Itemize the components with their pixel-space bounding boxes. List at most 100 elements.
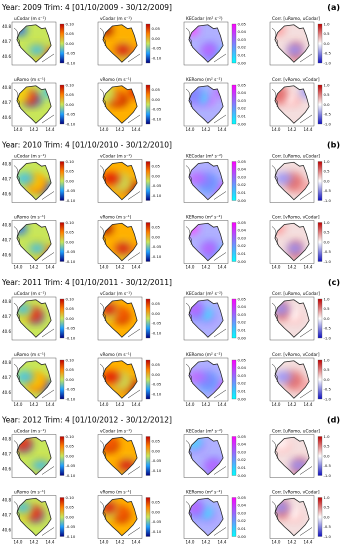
colorbar-tick-label: -1.0 xyxy=(324,259,332,264)
colorbar-tick-label: 0.5 xyxy=(324,92,331,97)
colorbar xyxy=(231,497,237,537)
colorbar-tick-label: -0.05 xyxy=(152,382,162,387)
panel: Corr. [uRomo, uCodar] 1.0 0.5 0.0 -0.5 -1.0 xyxy=(269,429,332,478)
land-coast xyxy=(99,165,141,200)
field-blob xyxy=(274,371,292,383)
land-coast xyxy=(13,226,55,261)
panel: KERomo (m² s⁻²) 0.05 0.04 0.03 0.02 0.01 0.00 1… xyxy=(183,352,247,407)
colorbar-tick-label: 0.05 xyxy=(152,439,161,444)
colorbar-tick-label: 0.10 xyxy=(66,82,75,87)
land-coast xyxy=(99,363,141,399)
panel-title: KERomo (m² s⁻²) xyxy=(186,490,222,496)
colorbar xyxy=(59,497,65,537)
y-tick-label: 40.7 xyxy=(2,375,11,380)
land-coast xyxy=(271,226,313,261)
panel: Corr. [uRomo, uCodar] 1.0 0.5 0.0 -0.5 -1.0 xyxy=(269,154,331,203)
coastline xyxy=(274,299,310,338)
land-coast xyxy=(185,501,227,536)
colorbar xyxy=(317,23,323,64)
land-coast xyxy=(13,440,55,475)
coastline xyxy=(102,24,138,63)
colorbar-tick-label: -0.05 xyxy=(66,51,76,56)
colorbar xyxy=(317,359,323,400)
panel: KERomo (m² s⁻²) 0.05 0.04 0.03 0.02 0.01 0.00 1… xyxy=(183,490,247,545)
x-tick-label: 14.4 xyxy=(132,540,141,545)
panel-title: KECodar (m² s⁻²) xyxy=(186,429,223,435)
colorbar-tick-label: 0.04 xyxy=(238,228,247,233)
colorbar-tick-label: 0.00 xyxy=(152,448,161,453)
colorbar-tick-label: -0.05 xyxy=(66,326,76,331)
colorbar-tick-label: -0.5 xyxy=(324,249,332,254)
colorbar-tick-label: -0.10 xyxy=(152,529,162,534)
x-tick-label: 14.4 xyxy=(218,265,227,270)
colorbar-tick-label: 0.00 xyxy=(238,60,247,65)
panel: vRomo (m s⁻¹) 0.05 0.00 -0.05 -0.10 14.0 14.2 1… xyxy=(97,77,162,132)
y-tick-label: 40.7 xyxy=(2,513,11,518)
panel-title: KECodar (m² s⁻²) xyxy=(186,154,223,160)
coastline xyxy=(274,161,310,201)
colorbar-tick-label: 0.04 xyxy=(238,304,247,309)
coastline xyxy=(274,24,310,63)
colorbar-tick-label: 0.10 xyxy=(66,159,75,164)
land-coast xyxy=(13,88,55,124)
colorbar xyxy=(59,436,65,476)
colorbar-tick-label: -0.10 xyxy=(152,55,162,60)
coastline xyxy=(16,360,52,399)
colorbar-tick-label: 0.5 xyxy=(324,367,331,372)
colorbar-tick-label: -0.05 xyxy=(66,387,76,392)
colorbar-tick-label: 0.05 xyxy=(238,495,247,500)
land-coast xyxy=(99,226,141,261)
colorbar-tick-label: 1.0 xyxy=(324,82,331,87)
colorbar-tick-label: 0.05 xyxy=(152,87,161,92)
colorbar-tick-label: 0.04 xyxy=(238,29,247,34)
colorbar xyxy=(145,497,151,537)
field-blob xyxy=(188,85,202,104)
colorbar xyxy=(145,84,151,125)
panel: uCodar (m s⁻¹) 0.10 0.05 0.00 -0.05 -0.10 40.8… xyxy=(2,16,76,65)
colorbar xyxy=(317,84,323,125)
colorbar-tick-label: 0.03 xyxy=(238,449,247,454)
x-tick-label: 14.4 xyxy=(46,265,55,270)
colorbar-tick-label: -0.5 xyxy=(324,387,332,392)
colorbar-tick-label: -1.0 xyxy=(324,396,332,401)
colorbar-tick-label: 0.00 xyxy=(152,372,161,377)
colorbar-tick-label: -0.10 xyxy=(66,396,76,401)
colorbar xyxy=(145,222,151,262)
coastline xyxy=(102,222,138,262)
land-coast xyxy=(13,501,55,536)
land-coast xyxy=(271,165,313,200)
y-tick-label: 40.6 xyxy=(2,528,11,533)
colorbar-tick-label: -0.05 xyxy=(66,463,76,468)
colorbar-tick-label: -0.5 xyxy=(324,463,332,468)
panel-title: KERomo (m² s⁻²) xyxy=(186,215,222,221)
colorbar xyxy=(231,222,237,262)
y-tick-label: 40.7 xyxy=(2,452,11,457)
colorbar-tick-label: 0.02 xyxy=(238,45,247,50)
section-header: Year: 2012 Trim: 4 [01/10/2012 - 30/12/2… xyxy=(1,416,172,425)
colorbar-tick-label: -0.05 xyxy=(66,524,76,529)
panel-title: Corr. [vRomo, vCodar] xyxy=(272,215,320,221)
colorbar-tick-label: -0.05 xyxy=(152,183,162,188)
colorbar-tick-label: 0.00 xyxy=(152,36,161,41)
land-coast xyxy=(271,302,313,338)
colorbar-tick-label: 0.05 xyxy=(66,367,75,372)
land-coast xyxy=(271,27,313,63)
panel: uRomo (m s⁻¹) 0.10 0.05 0.00 -0.05 -0.10 40.8 4… xyxy=(2,77,76,132)
land-coast xyxy=(99,440,141,475)
x-tick-label: 14.2 xyxy=(116,265,125,270)
colorbar-tick-label: -0.10 xyxy=(152,468,162,473)
coastline xyxy=(102,299,138,338)
colorbar xyxy=(317,436,323,476)
colorbar xyxy=(317,161,323,201)
panel: Corr. [vRomo, vCodar] 1.0 0.5 0.0 -0.5 -1.0 14… xyxy=(269,490,332,545)
field-blob xyxy=(29,242,45,255)
panel-title: vCodar (m s⁻¹) xyxy=(100,154,132,160)
section-header: Year: 2009 Trim: 4 [01/10/2009 - 30/12/2… xyxy=(1,3,172,12)
field-blob xyxy=(16,85,30,104)
colorbar-tick-label: 0.00 xyxy=(152,311,161,316)
coastline xyxy=(16,436,52,476)
colorbar-tick-label: -1.0 xyxy=(324,335,332,340)
panel-title: Corr. [uRomo, uCodar] xyxy=(272,154,320,160)
colorbar-tick-label: -1.0 xyxy=(324,534,332,539)
field-blob xyxy=(29,44,45,56)
